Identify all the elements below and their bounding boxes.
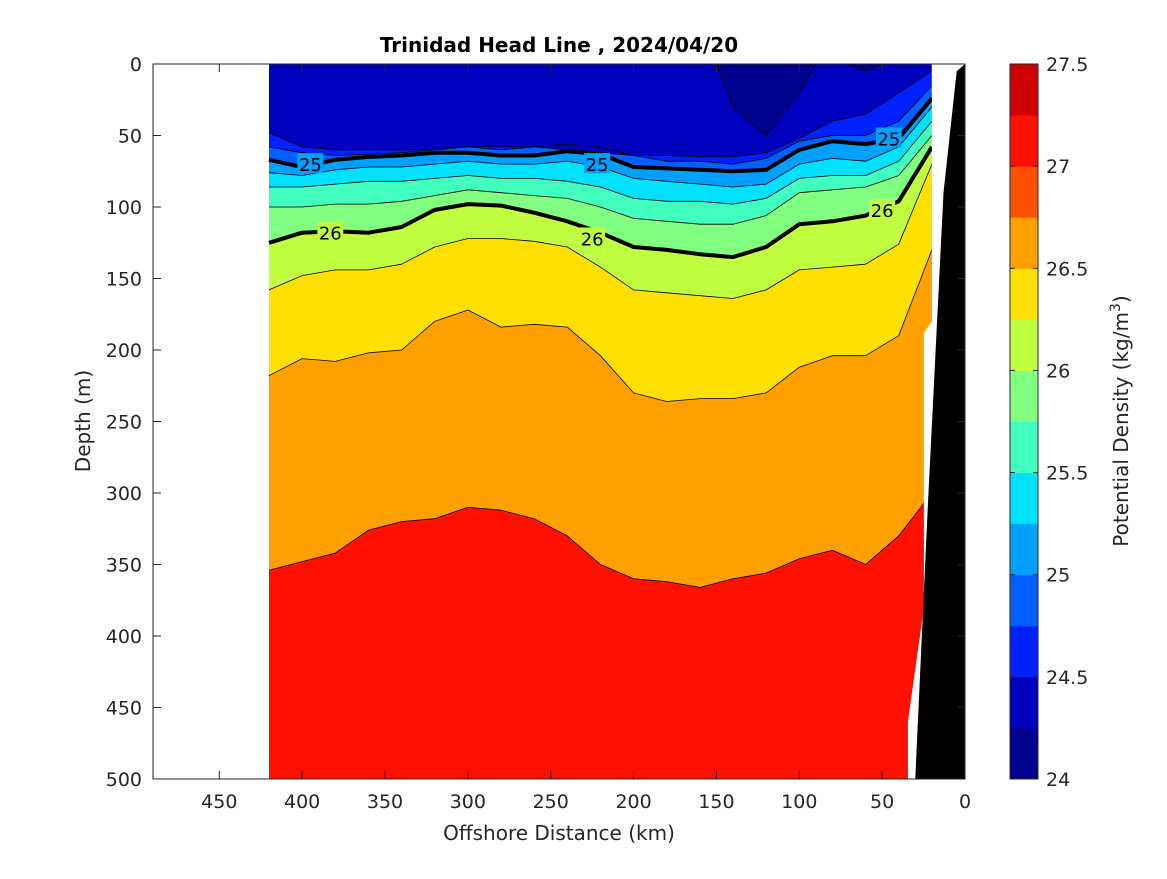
colorbar-tick-label: 24	[1046, 769, 1070, 791]
x-ticks: 450 400 350 300 250 200 150 100 50 0	[201, 64, 971, 813]
contour-label-gap	[317, 221, 344, 242]
y-ticks: 0 50 100 150 200 250 300 350 400 450 500	[106, 54, 965, 791]
contour-label: 25	[877, 129, 900, 150]
colorbar-tick-label: 24.5	[1046, 667, 1088, 689]
colorbar-label-close: )	[1109, 295, 1133, 303]
contour-line	[268, 85, 933, 165]
contour-label: 26	[871, 201, 894, 222]
contour-label: 26	[319, 224, 342, 245]
contour-label-gap	[579, 227, 606, 248]
contour-line	[268, 249, 933, 402]
colorbar-segment	[1010, 319, 1038, 371]
y-tick-label: 250	[106, 412, 142, 434]
x-tick-label: 100	[781, 791, 817, 813]
contour-label-gap	[869, 198, 896, 219]
x-tick-label: 200	[615, 791, 651, 813]
contour-label: 26	[581, 229, 604, 250]
contour-label: 25	[299, 155, 322, 176]
seafloor-bathymetry	[907, 64, 965, 779]
y-tick-label: 0	[130, 54, 142, 76]
y-tick-label: 500	[106, 769, 142, 791]
colorbar: 24 24.5 25 25.5 26 26.5 27 27.5	[1009, 54, 1088, 791]
contour-line	[269, 135, 933, 225]
chart-title: Trinidad Head Line , 2024/04/20	[380, 33, 738, 57]
density-minimum-patch	[715, 64, 817, 137]
contour-labels: 25 25 25 26 26 26	[297, 127, 902, 250]
contour-label-gap	[297, 153, 324, 174]
density-minimum-patch	[848, 64, 883, 72]
y-tick-label: 200	[106, 340, 142, 362]
y-tick-label: 400	[106, 626, 142, 648]
colorbar-segment	[1010, 64, 1038, 116]
colorbar-segment	[1010, 268, 1038, 320]
colorbar-label-superscript: 3	[1108, 303, 1124, 312]
colorbar-tick-label: 25	[1046, 565, 1070, 587]
colorbar-tick-label: 27	[1046, 156, 1070, 178]
x-tick-label: 300	[450, 791, 486, 813]
x-tick-label: 250	[533, 791, 569, 813]
contour-label-gap	[584, 153, 611, 174]
x-tick-label: 150	[698, 791, 734, 813]
colorbar-tick-label: 25.5	[1046, 463, 1088, 485]
y-tick-label: 350	[106, 555, 142, 577]
x-axis-label: Offshore Distance (km)	[443, 821, 675, 845]
y-tick-label: 100	[106, 197, 142, 219]
colorbar-segment	[1010, 523, 1038, 576]
colorbar-label: Potential Density (kg/m3)	[1108, 295, 1133, 546]
colorbar-tick-label: 26	[1046, 360, 1070, 382]
colorbar-segment	[1010, 574, 1038, 627]
contour-label-gap	[875, 127, 902, 148]
colorbar-box	[1009, 63, 1039, 780]
colorbar-segment	[1010, 115, 1038, 167]
colorbar-segment	[1010, 727, 1038, 780]
x-tick-label: 50	[870, 791, 894, 813]
y-tick-label: 300	[106, 483, 142, 505]
x-tick-label: 350	[367, 791, 403, 813]
colorbar-segment	[1010, 625, 1038, 678]
contour-label: 25	[586, 155, 609, 176]
y-tick-label: 50	[118, 126, 142, 148]
x-tick-label: 0	[959, 791, 971, 813]
colorbar-segment	[1010, 472, 1038, 525]
seafloor	[915, 64, 965, 779]
x-tick-label: 450	[201, 791, 237, 813]
x-tick-label: 400	[284, 791, 320, 813]
colorbar-tick-label: 27.5	[1046, 54, 1088, 76]
colorbar-tick-label: 26.5	[1046, 258, 1088, 280]
colorbar-segment	[1010, 676, 1038, 729]
contour-line	[268, 492, 933, 588]
colorbar-segment	[1010, 370, 1038, 422]
nodata-gap	[907, 64, 957, 779]
colorbar-label-text: Potential Density (kg/m	[1109, 312, 1133, 547]
contour-line	[268, 163, 933, 299]
contour-line	[269, 120, 933, 205]
colorbar-segment	[1010, 421, 1038, 474]
y-tick-label: 150	[106, 269, 142, 291]
colorbar-segment	[1010, 217, 1038, 269]
y-axis-label: Depth (m)	[71, 370, 95, 472]
colorbar-segment	[1010, 166, 1038, 218]
y-tick-label: 450	[106, 698, 142, 720]
